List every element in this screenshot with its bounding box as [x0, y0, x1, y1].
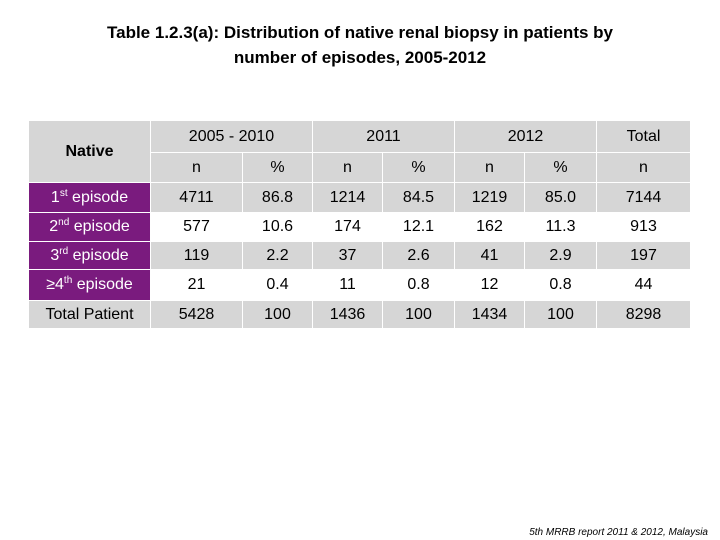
sub-header-n: n: [150, 152, 243, 183]
row-label-episode-2: 2nd episode: [28, 212, 151, 242]
cell-value: 2.2: [242, 241, 313, 270]
cell-value: 10.6: [242, 212, 313, 242]
cell-value: 100: [382, 300, 455, 329]
cell-value: 11.3: [524, 212, 597, 242]
table-title: Table 1.2.3(a): Distribution of native r…: [0, 20, 720, 70]
cell-value: 4711: [150, 182, 243, 213]
cell-value: 2.6: [382, 241, 455, 270]
cell-value: 577: [150, 212, 243, 242]
sub-header-pct: %: [382, 152, 455, 183]
table-row: 3rd episode 119 2.2 37 2.6 41 2.9 197: [28, 241, 691, 270]
cell-value: 7144: [596, 182, 691, 213]
total-row: Total Patient 5428 100 1436 100 1434 100…: [28, 300, 691, 329]
cell-value: 85.0: [524, 182, 597, 213]
group-header-total: Total: [596, 120, 691, 153]
sub-header-n: n: [596, 152, 691, 183]
cell-value: 12: [454, 269, 525, 301]
cell-value: 21: [150, 269, 243, 301]
cell-value: 1434: [454, 300, 525, 329]
group-header-row: Native 2005 - 2010 2011 2012 Total: [28, 120, 691, 183]
group-header-2011: 2011: [312, 120, 455, 153]
row-header-native: Native: [28, 120, 151, 183]
row-label-episode-3: 3rd episode: [28, 241, 151, 270]
table-row: ≥4th episode 21 0.4 11 0.8 12 0.8 44: [28, 269, 691, 301]
sub-header-row: n % n % n % n: [29, 152, 691, 183]
title-line-1: Table 1.2.3(a): Distribution of native r…: [107, 23, 613, 42]
cell-value: 1219: [454, 182, 525, 213]
sub-header-pct: %: [524, 152, 597, 183]
cell-value: 0.4: [242, 269, 313, 301]
group-header-2005-2010: 2005 - 2010: [150, 120, 313, 153]
cell-value: 8298: [596, 300, 691, 329]
row-label-episode-1: 1st episode: [28, 182, 151, 213]
biopsy-table: Native 2005 - 2010 2011 2012 Total n % n…: [28, 120, 691, 329]
cell-value: 11: [312, 269, 383, 301]
table-row: 2nd episode 577 10.6 174 12.1 162 11.3 9…: [28, 212, 691, 242]
cell-value: 2.9: [524, 241, 597, 270]
cell-value: 44: [596, 269, 691, 301]
cell-value: 913: [596, 212, 691, 242]
title-line-2: number of episodes, 2005-2012: [233, 48, 487, 67]
cell-value: 41: [454, 241, 525, 270]
cell-value: 12.1: [382, 212, 455, 242]
cell-value: 119: [150, 241, 243, 270]
sub-header-n: n: [312, 152, 383, 183]
footnote-text: MRRB report 2011 & 2012, Malaysia: [543, 527, 708, 538]
cell-value: 174: [312, 212, 383, 242]
cell-value: 162: [454, 212, 525, 242]
cell-value: 1436: [312, 300, 383, 329]
row-label-episode-4-plus: ≥4th episode: [28, 269, 151, 301]
cell-value: 1214: [312, 182, 383, 213]
cell-value: 0.8: [524, 269, 597, 301]
cell-value: 5428: [150, 300, 243, 329]
group-header-2012: 2012: [454, 120, 597, 153]
cell-value: 100: [242, 300, 313, 329]
sub-header-n: n: [454, 152, 525, 183]
cell-value: 0.8: [382, 269, 455, 301]
footnote-ordinal: 5th: [529, 527, 544, 538]
cell-value: 84.5: [382, 182, 455, 213]
cell-value: 100: [524, 300, 597, 329]
row-label-total-patient: Total Patient: [28, 300, 151, 329]
table-row: 1st episode 4711 86.8 1214 84.5 1219 85.…: [28, 182, 691, 213]
source-footnote: 5th MRRB report 2011 & 2012, Malaysia: [529, 527, 708, 538]
cell-value: 86.8: [242, 182, 313, 213]
cell-value: 197: [596, 241, 691, 270]
sub-header-pct: %: [242, 152, 313, 183]
cell-value: 37: [312, 241, 383, 270]
